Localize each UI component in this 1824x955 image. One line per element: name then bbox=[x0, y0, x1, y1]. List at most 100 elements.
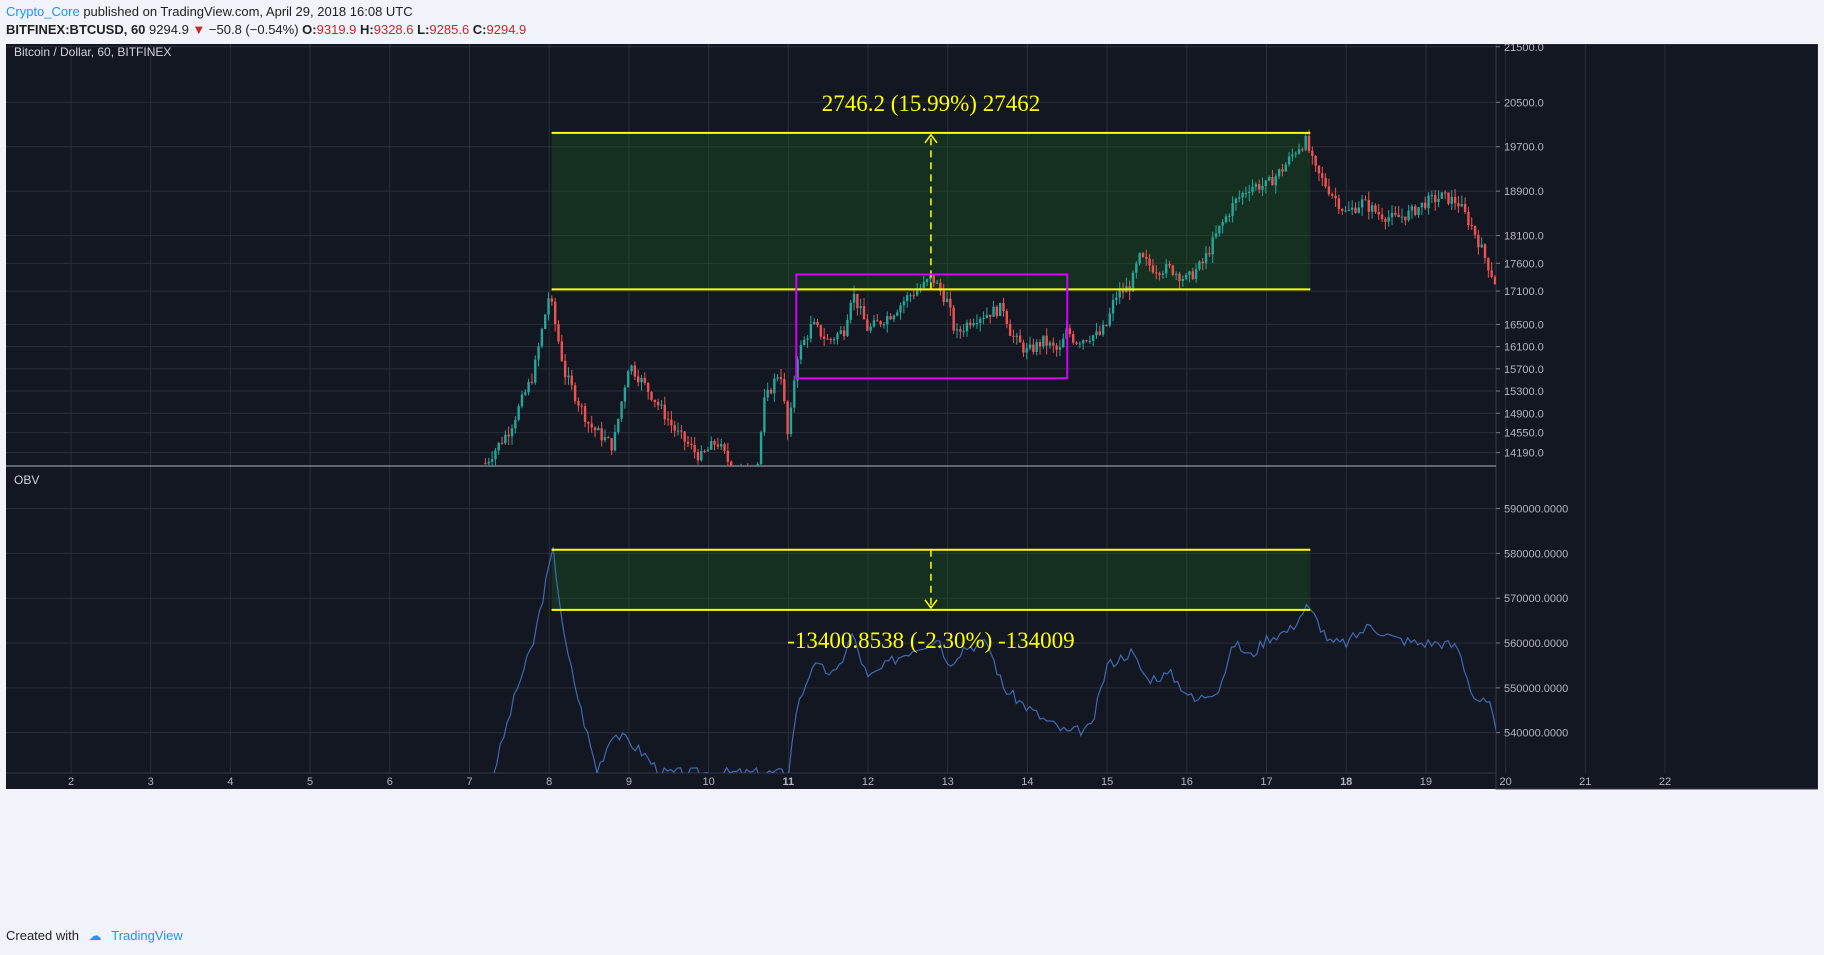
candle-body bbox=[1350, 207, 1354, 210]
candle-body bbox=[756, 464, 759, 466]
candle-body bbox=[1384, 219, 1387, 222]
candle-body bbox=[557, 324, 560, 342]
candle-body bbox=[1430, 195, 1434, 197]
x-tick-label: 2 bbox=[68, 776, 74, 788]
x-tick-label: 16 bbox=[1181, 776, 1193, 788]
candle-body bbox=[783, 379, 786, 402]
candle-body bbox=[494, 450, 497, 460]
candle-body bbox=[959, 329, 962, 332]
candle-body bbox=[530, 381, 534, 383]
symbol-info: BITFINEX:BTCUSD, 60 9294.9 ▼ −50.8 (−0.5… bbox=[6, 22, 526, 37]
x-tick-label: 7 bbox=[466, 776, 472, 788]
candle-body bbox=[680, 430, 683, 432]
candle-body bbox=[896, 312, 899, 316]
candle-body bbox=[909, 295, 912, 297]
candle-body bbox=[1131, 272, 1135, 292]
x-tick-label: 6 bbox=[387, 776, 393, 788]
candle-body bbox=[580, 405, 583, 407]
high-label: H: bbox=[360, 22, 374, 37]
candle-body bbox=[1028, 344, 1032, 349]
candle-body bbox=[1052, 342, 1055, 346]
candle-body bbox=[696, 452, 700, 461]
candle-body bbox=[1135, 263, 1138, 273]
candle-body bbox=[497, 442, 500, 451]
candle-body bbox=[1141, 253, 1145, 257]
candle-body bbox=[1214, 233, 1218, 238]
candle-body bbox=[1088, 340, 1092, 342]
candle-body bbox=[1294, 153, 1297, 155]
candle-body bbox=[1198, 261, 1201, 270]
candle-body bbox=[550, 298, 554, 302]
author-link[interactable]: Crypto_Core bbox=[6, 4, 80, 19]
obv-group bbox=[493, 546, 1496, 773]
candle-body bbox=[1201, 261, 1204, 264]
candle-body bbox=[949, 298, 952, 308]
candle-body bbox=[1121, 290, 1125, 293]
candle-body bbox=[504, 434, 507, 444]
candle-body bbox=[1238, 197, 1241, 199]
candle-body bbox=[1341, 209, 1344, 211]
candle-body bbox=[1161, 273, 1165, 275]
candle-body bbox=[610, 438, 613, 451]
obv-tick-label: 560000.0000 bbox=[1504, 638, 1568, 650]
candle-body bbox=[1075, 342, 1078, 344]
chart-area[interactable]: 2 3 4 5 6 7 8 9 10 11 12 13 14 15 16 17 18 19 20 21 22 14190.… bbox=[6, 44, 1818, 918]
candle-body bbox=[995, 306, 999, 316]
candle-body bbox=[1493, 276, 1496, 285]
candle-body bbox=[1360, 199, 1364, 208]
candle-body bbox=[902, 301, 906, 306]
tradingview-logo-icon[interactable]: ☁ bbox=[88, 928, 102, 943]
candle-body bbox=[842, 330, 846, 337]
candle-body bbox=[544, 314, 547, 329]
candle-body bbox=[553, 301, 557, 325]
candle-body bbox=[955, 329, 959, 331]
candle-body bbox=[1354, 207, 1357, 213]
candle-body bbox=[640, 377, 643, 383]
published-text: published on TradingView.com, April 29, … bbox=[83, 4, 413, 19]
candle-body bbox=[982, 317, 985, 319]
x-tick-label: 21 bbox=[1579, 776, 1591, 788]
candle-body bbox=[1487, 257, 1490, 271]
candle-body bbox=[1042, 335, 1045, 347]
candle-body bbox=[1008, 323, 1012, 336]
candle-body bbox=[1101, 324, 1105, 335]
candle-body bbox=[700, 450, 703, 461]
candle-body bbox=[630, 365, 633, 372]
candle-body bbox=[789, 407, 793, 434]
candle-body bbox=[925, 279, 929, 283]
candle-body bbox=[723, 444, 726, 451]
candle-body bbox=[1344, 210, 1347, 212]
candle-body bbox=[1367, 199, 1370, 212]
candle-body bbox=[607, 437, 610, 439]
arrow-down-icon bbox=[924, 599, 938, 610]
candle-body bbox=[935, 282, 939, 284]
candle-body bbox=[636, 376, 640, 383]
candle-body bbox=[507, 434, 510, 437]
candle-body bbox=[1317, 165, 1321, 174]
x-tick-label: 4 bbox=[227, 776, 233, 788]
price-tick-label: 16500.0 bbox=[1504, 319, 1544, 331]
candle-body bbox=[683, 431, 686, 442]
tradingview-brand[interactable]: TradingView bbox=[111, 928, 183, 943]
price-tick-label: 16100.0 bbox=[1504, 342, 1544, 354]
candle-body bbox=[490, 459, 494, 462]
price-tick-label: 14550.0 bbox=[1504, 428, 1544, 440]
candle-body bbox=[514, 419, 517, 429]
candle-body bbox=[1118, 290, 1121, 298]
candle-body bbox=[892, 315, 896, 320]
candle-body bbox=[979, 318, 982, 324]
candle-body bbox=[527, 381, 530, 393]
candle-body bbox=[1297, 149, 1301, 154]
candle-body bbox=[769, 389, 773, 394]
candle-body bbox=[1301, 149, 1304, 151]
candle-body bbox=[852, 293, 856, 303]
x-tick-label: 10 bbox=[702, 776, 714, 788]
candle-body bbox=[1178, 273, 1181, 281]
candle-body bbox=[799, 345, 803, 360]
candles-group bbox=[484, 129, 1496, 466]
candle-body bbox=[663, 404, 666, 420]
candle-body bbox=[1058, 347, 1062, 350]
candle-body bbox=[1184, 274, 1188, 279]
candle-body bbox=[729, 461, 733, 466]
candle-body bbox=[593, 427, 597, 431]
